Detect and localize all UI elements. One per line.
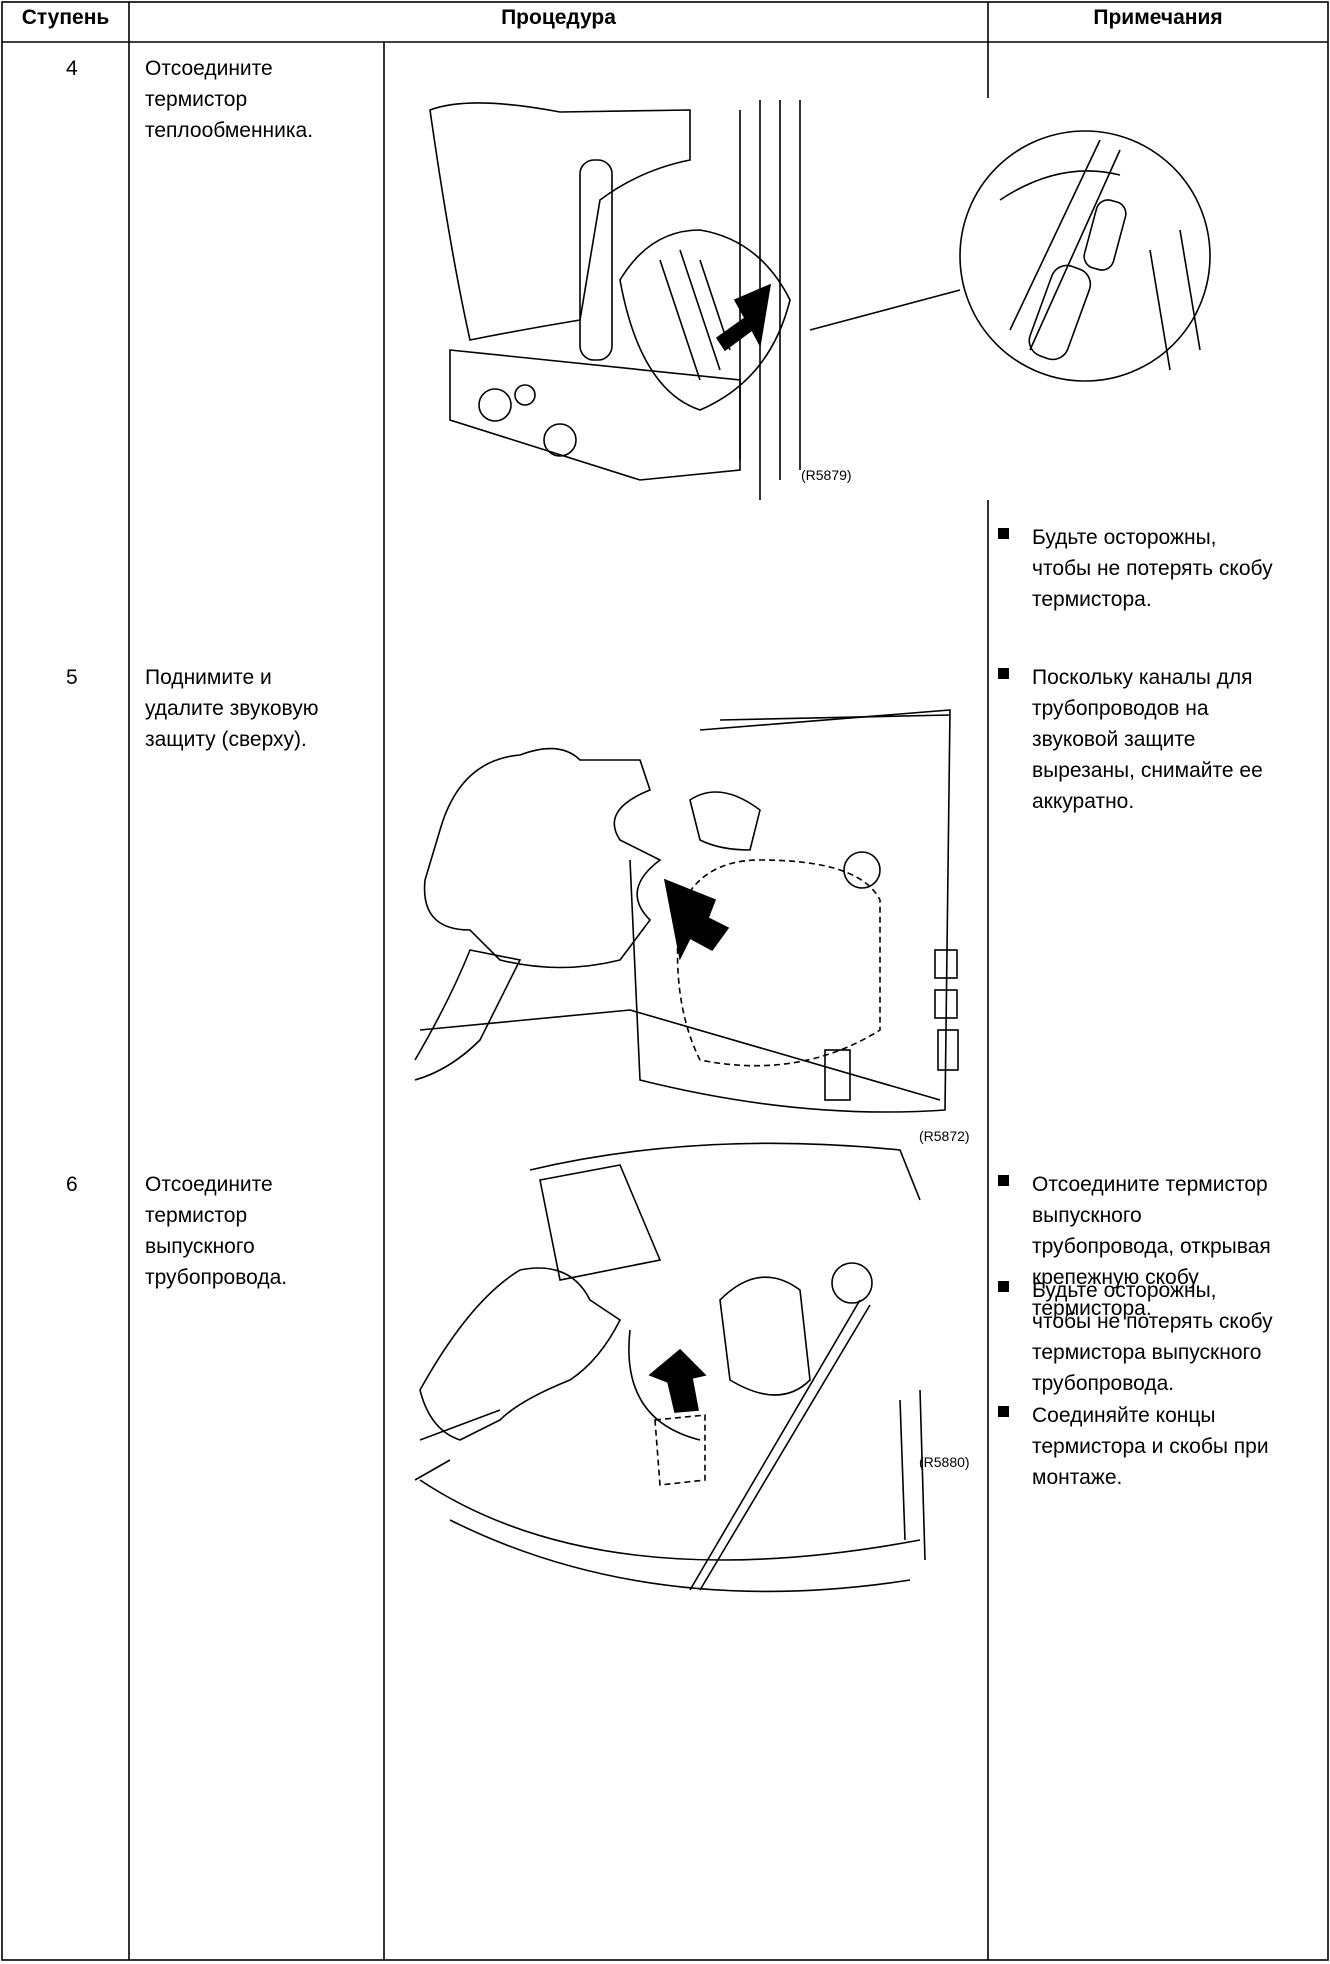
procedure-text: защиту (сверху). — [145, 728, 307, 751]
figure-code: (R5872) — [919, 1128, 970, 1144]
note-text: трубопровода. — [1032, 1372, 1175, 1395]
note-text: крепежную скобу — [1032, 1266, 1199, 1289]
procedure-text: термистор — [145, 88, 248, 111]
column-header: Ступень — [21, 6, 110, 29]
figure-1 — [429, 100, 1211, 500]
note-text: звуковой защите — [1032, 728, 1196, 751]
procedure-text: Отсоедините — [145, 57, 273, 80]
note-text: термистора. — [1032, 588, 1152, 611]
procedure-text: Отсоедините — [145, 1173, 273, 1196]
note-text: Будьте осторожны, — [1032, 526, 1217, 549]
note-text: термистора и скобы при — [1032, 1435, 1269, 1458]
procedure-text: теплообменника. — [145, 119, 314, 142]
bullet — [998, 1406, 1009, 1417]
procedure-text: Поднимите и — [145, 666, 272, 689]
note-text: Будьте осторожны, — [1032, 1279, 1217, 1302]
figure-code: (R5880) — [919, 1454, 970, 1470]
bullet — [998, 668, 1009, 679]
bullet — [998, 528, 1009, 539]
note-text: аккуратно. — [1032, 790, 1135, 813]
note-text: чтобы не потерять скобу — [1032, 1310, 1273, 1333]
procedure-text: выпускного — [145, 1235, 255, 1258]
note-text: монтаже. — [1032, 1466, 1123, 1489]
figure-3 — [414, 1142, 926, 1593]
bullet — [998, 1281, 1009, 1292]
note-text: трубопровода, открывая — [1032, 1235, 1271, 1258]
figure-2 — [414, 709, 959, 1113]
note-text: чтобы не потерять скобу — [1032, 557, 1273, 580]
procedure-text: удалите звуковую — [145, 697, 319, 720]
note-text: Соединяйте концы — [1032, 1404, 1216, 1427]
note-text: термистора выпускного — [1032, 1341, 1262, 1364]
note-text: термистора. — [1032, 1297, 1152, 1320]
note-text: выпускного — [1032, 1204, 1142, 1227]
note-text: вырезаны, снимайте ее — [1032, 759, 1263, 782]
note-text: Отсоедините термистор — [1032, 1173, 1268, 1196]
column-header: Примечания — [1093, 6, 1223, 29]
procedure-text: термистор — [145, 1204, 248, 1227]
note-text: трубопроводов на — [1032, 697, 1209, 720]
bullet — [998, 1175, 1009, 1186]
figure-code: (R5879) — [801, 467, 852, 483]
column-header: Процедура — [501, 6, 616, 29]
note-text: Поскольку каналы для — [1032, 666, 1253, 689]
procedure-text: трубопровода. — [145, 1266, 288, 1289]
